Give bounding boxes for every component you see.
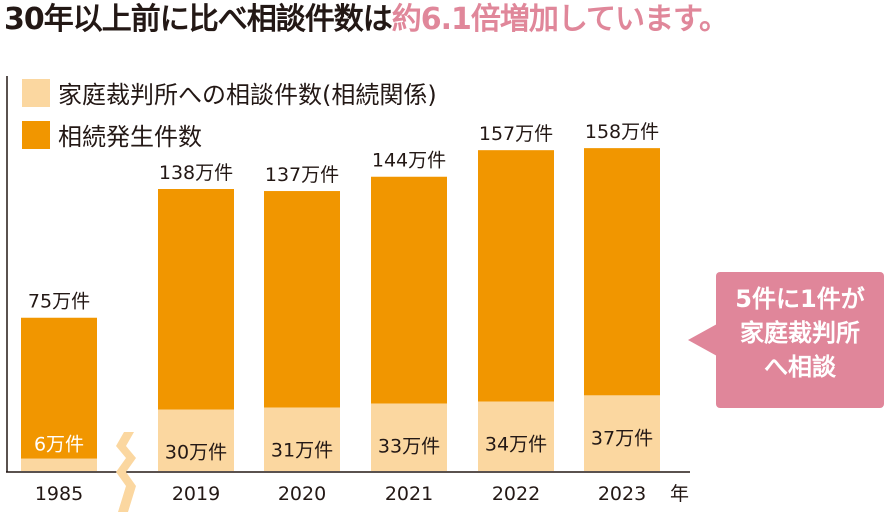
bar-consultations-1985 (21, 458, 97, 471)
bar-inheritances-1985 (21, 317, 97, 459)
x-tick-label-2022: 2022 (492, 483, 540, 505)
bar-inheritances-2021 (371, 176, 447, 404)
x-tick-label-1985: 1985 (35, 483, 83, 505)
legend-swatch-consultations (22, 79, 50, 107)
data-label-total-2019: 138万件 (159, 162, 233, 184)
callout-line-1: 5件に1件が (735, 285, 865, 313)
bar-inheritances-2019 (158, 189, 234, 410)
bar-consultations-2022 (478, 401, 554, 471)
legend-swatch-inheritances (22, 121, 50, 149)
bar-consultations-2023 (584, 395, 660, 471)
callout-line-2: 家庭裁判所 (740, 319, 860, 347)
bar-consultations-2021 (371, 403, 447, 471)
x-tick-label-2019: 2019 (172, 483, 220, 505)
data-label-consult-2023: 37万件 (591, 427, 653, 449)
callout-box: 5件に1件が 家庭裁判所 へ相談 (716, 272, 884, 408)
page-title: 30年以上前に比べ相談件数は約6.1倍増加しています。 (4, 0, 729, 40)
x-axis-unit: 年 (670, 483, 689, 505)
callout-line-3: へ相談 (764, 353, 836, 381)
data-label-total-1985: 75万件 (28, 291, 90, 313)
x-tick-label-2023: 2023 (598, 483, 646, 505)
data-label-total-2023: 158万件 (585, 121, 659, 143)
data-label-total-2022: 157万件 (479, 123, 553, 145)
bar-consultations-2019 (158, 409, 234, 471)
bar-inheritances-2020 (264, 191, 340, 408)
bar-inheritances-2023 (584, 148, 660, 396)
data-label-consult-2021: 33万件 (378, 436, 440, 458)
bar-consultations-2020 (264, 407, 340, 471)
legend-label-inheritances: 相続発生件数 (58, 123, 202, 151)
callout-pointer (688, 324, 717, 356)
title-highlight: 約6.1倍増加しています。 (391, 2, 729, 37)
data-label-consult-2019: 30万件 (165, 442, 227, 464)
data-label-consult-2020: 31万件 (271, 440, 333, 462)
data-label-total-2020: 137万件 (265, 164, 339, 186)
data-label-consult-2022: 34万件 (485, 434, 547, 456)
title-main: 30年以上前に比べ相談件数は (4, 2, 393, 37)
legend-label-consultations: 家庭裁判所への相談件数(相続関係) (58, 81, 437, 109)
data-label-consult-1985: 6万件 (34, 434, 84, 456)
x-tick-label-2021: 2021 (385, 483, 433, 505)
data-label-total-2021: 144万件 (372, 150, 446, 172)
axis-break-mark (116, 432, 136, 512)
x-tick-label-2020: 2020 (278, 483, 326, 505)
bar-inheritances-2022 (478, 150, 554, 402)
